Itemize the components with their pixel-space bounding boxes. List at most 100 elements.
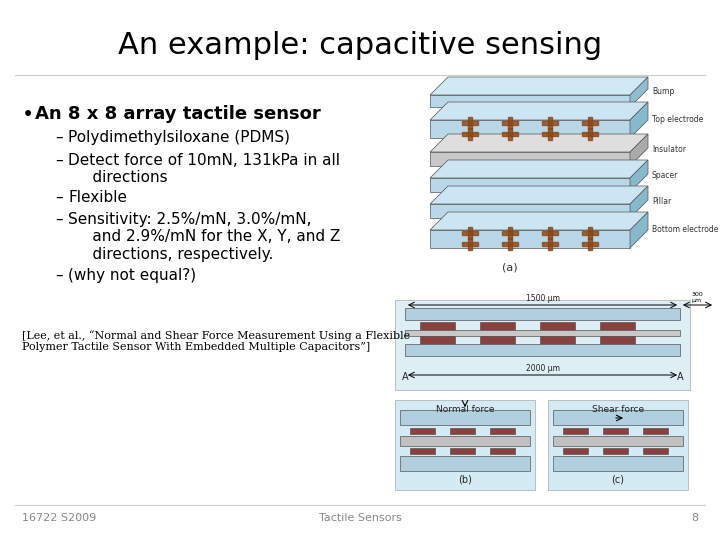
Bar — [582, 231, 598, 235]
FancyBboxPatch shape — [430, 230, 630, 248]
Bar — [542, 121, 558, 125]
Text: –: – — [55, 268, 63, 283]
Bar — [600, 322, 635, 330]
Bar — [410, 448, 435, 454]
Text: Flexible: Flexible — [68, 190, 127, 205]
Bar — [410, 428, 435, 434]
Polygon shape — [630, 77, 648, 107]
Bar — [643, 448, 668, 454]
Text: Top electrode: Top electrode — [652, 116, 703, 125]
Text: 8: 8 — [691, 513, 698, 523]
Text: (c): (c) — [611, 474, 624, 484]
Polygon shape — [430, 102, 648, 120]
Bar — [502, 231, 518, 235]
Bar — [588, 227, 592, 239]
Text: (a): (a) — [502, 262, 518, 272]
Bar — [563, 428, 588, 434]
Text: Insulator: Insulator — [652, 145, 686, 154]
Bar — [603, 428, 628, 434]
Bar — [490, 448, 515, 454]
Text: Normal force: Normal force — [436, 405, 494, 414]
Text: Polydimethylsiloxane (PDMS): Polydimethylsiloxane (PDMS) — [68, 130, 290, 145]
Bar — [508, 238, 512, 250]
Bar — [540, 322, 575, 330]
Bar — [508, 227, 512, 239]
Bar — [582, 132, 598, 136]
Polygon shape — [430, 186, 648, 204]
Text: (why not equal?): (why not equal?) — [68, 268, 196, 283]
Bar — [462, 231, 478, 235]
Bar — [502, 132, 518, 136]
Bar — [462, 132, 478, 136]
Polygon shape — [630, 102, 648, 138]
Bar — [548, 227, 552, 239]
Text: –: – — [55, 212, 63, 227]
Polygon shape — [430, 134, 648, 152]
Bar — [588, 238, 592, 250]
Bar — [542, 132, 558, 136]
Polygon shape — [430, 160, 648, 178]
Bar — [450, 428, 475, 434]
Polygon shape — [430, 212, 648, 230]
Text: Bump: Bump — [652, 87, 674, 97]
Bar — [553, 410, 683, 425]
Bar — [548, 238, 552, 250]
Text: Bottom electrode: Bottom electrode — [652, 226, 719, 234]
Text: Shear force: Shear force — [592, 405, 644, 414]
FancyBboxPatch shape — [430, 152, 630, 166]
Bar — [395, 300, 690, 390]
Bar — [405, 308, 680, 320]
Bar — [603, 448, 628, 454]
Text: –: – — [55, 190, 63, 205]
Text: A: A — [677, 372, 683, 382]
Text: An example: capacitive sensing: An example: capacitive sensing — [118, 30, 602, 59]
Text: (b): (b) — [458, 474, 472, 484]
FancyBboxPatch shape — [430, 204, 630, 218]
Text: •: • — [22, 105, 35, 125]
Bar — [480, 322, 515, 330]
Text: 1500 μm: 1500 μm — [526, 294, 559, 303]
Bar — [405, 330, 680, 336]
Bar — [405, 344, 680, 356]
Text: Sensitivity: 2.5%/mN, 3.0%/mN,
     and 2.9%/mN for the X, Y, and Z
     directi: Sensitivity: 2.5%/mN, 3.0%/mN, and 2.9%/… — [68, 212, 341, 262]
Bar — [540, 336, 575, 344]
Bar — [582, 121, 598, 125]
Bar — [588, 128, 592, 140]
Text: 300
μm: 300 μm — [691, 292, 703, 303]
Text: [Lee, et al., “Normal and Shear Force Measurement Using a Flexible
Polymer Tacti: [Lee, et al., “Normal and Shear Force Me… — [22, 330, 410, 353]
Bar — [420, 322, 455, 330]
Text: –: – — [55, 153, 63, 168]
Polygon shape — [630, 186, 648, 218]
Bar — [468, 238, 472, 250]
Bar — [588, 117, 592, 129]
Text: Spacer: Spacer — [652, 172, 678, 180]
Bar — [508, 128, 512, 140]
Bar — [462, 121, 478, 125]
Bar — [502, 242, 518, 246]
Bar — [542, 231, 558, 235]
Bar — [548, 400, 688, 490]
Polygon shape — [630, 212, 648, 248]
Text: Pillar: Pillar — [652, 198, 671, 206]
Bar — [508, 117, 512, 129]
Bar — [420, 336, 455, 344]
Text: 2000 μm: 2000 μm — [526, 364, 559, 373]
Bar — [480, 336, 515, 344]
FancyBboxPatch shape — [430, 95, 630, 107]
Polygon shape — [430, 77, 648, 95]
Bar — [542, 242, 558, 246]
Text: 16722 S2009: 16722 S2009 — [22, 513, 96, 523]
Bar — [548, 128, 552, 140]
Bar — [400, 456, 530, 471]
Bar — [553, 456, 683, 471]
Bar — [553, 436, 683, 446]
Bar — [462, 242, 478, 246]
Text: –: – — [55, 130, 63, 145]
Bar — [600, 336, 635, 344]
Polygon shape — [630, 134, 648, 166]
Text: An 8 x 8 array tactile sensor: An 8 x 8 array tactile sensor — [35, 105, 320, 123]
Bar — [468, 227, 472, 239]
Bar — [468, 128, 472, 140]
Bar — [548, 117, 552, 129]
Bar — [563, 448, 588, 454]
